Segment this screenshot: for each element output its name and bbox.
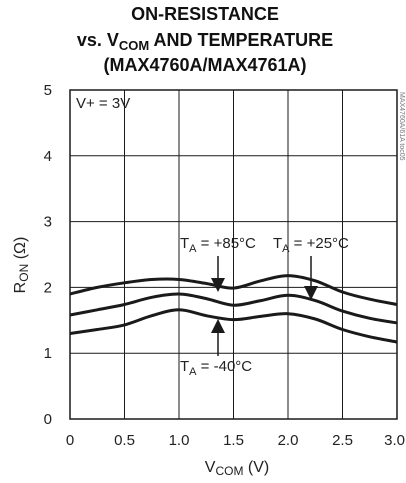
- x-axis-label-main: V: [205, 459, 216, 476]
- arrow-25c-head: [304, 286, 318, 300]
- x-tick-label: 0: [66, 432, 74, 449]
- y-tick-label: 5: [44, 82, 52, 99]
- y-axis-label-unit: (Ω): [12, 237, 29, 264]
- chart-title: ON-RESISTANCE vs. VCOM AND TEMPERATURE (…: [77, 4, 333, 75]
- series-annotations: TA = +85°C TA = +25°C TA = -40°C: [180, 235, 349, 378]
- annotation-85c: TA = +85°C: [180, 235, 256, 255]
- x-tick-label: 2.0: [278, 432, 299, 449]
- title-line-2: vs. VCOM AND TEMPERATURE: [77, 30, 333, 53]
- series-line-minus40c: [69, 308, 398, 344]
- x-tick-labels: 0 0.5 1.0 1.5 2.0 2.5 3.0: [66, 432, 405, 449]
- x-tick-label: 0.5: [114, 432, 135, 449]
- x-axis-label: VCOM (V): [205, 459, 269, 478]
- y-axis-label-main: R: [12, 282, 29, 294]
- arrow-85c-head: [211, 278, 225, 292]
- plot-frame: [69, 89, 398, 420]
- arrow-minus40c-head: [211, 319, 225, 333]
- annotation-85c-sub: A: [189, 243, 197, 255]
- y-tick-label: 2: [44, 279, 52, 296]
- annotation-25c: TA = +25°C: [273, 235, 349, 255]
- annotation-minus40c: TA = -40°C: [180, 358, 252, 378]
- y-tick-label: 4: [44, 148, 52, 165]
- title-line-1: ON-RESISTANCE: [131, 4, 279, 24]
- x-tick-label: 1.0: [169, 432, 190, 449]
- y-axis-label-sub: ON: [17, 264, 31, 282]
- title-com-subscript: COM: [119, 38, 149, 53]
- annotation-25c-rest: = +25°C: [290, 235, 350, 252]
- series-lines: [69, 274, 398, 344]
- y-tick-label: 1: [44, 345, 52, 362]
- x-tick-label: 2.5: [332, 432, 353, 449]
- figure-code-watermark: MAX4760A/61A toc05: [398, 92, 405, 161]
- x-axis-label-sub: COM: [215, 464, 243, 478]
- x-tick-label: 1.5: [223, 432, 244, 449]
- series-line-85c: [69, 274, 398, 306]
- annotation-minus40c-rest: = -40°C: [197, 358, 253, 375]
- x-axis-label-unit: (V): [243, 459, 269, 476]
- series-line-25c: [69, 292, 398, 325]
- condition-label: V+ = 3V: [76, 95, 130, 112]
- title-rest: AND TEMPERATURE: [149, 30, 333, 50]
- annotation-minus40c-sub: A: [189, 366, 197, 378]
- x-tick-label: 3.0: [384, 432, 405, 449]
- annotation-25c-sub: A: [282, 243, 290, 255]
- annotation-85c-main: T: [180, 235, 189, 252]
- y-tick-labels: 0 1 2 3 4 5: [44, 82, 52, 428]
- y-axis-label: RON (Ω): [12, 237, 31, 294]
- title-v: vs. V: [77, 30, 119, 50]
- annotation-85c-rest: = +85°C: [197, 235, 257, 252]
- annotation-25c-main: T: [273, 235, 282, 252]
- annotation-minus40c-main: T: [180, 358, 189, 375]
- plot-grid: [70, 90, 397, 419]
- y-tick-label: 3: [44, 214, 52, 231]
- y-tick-label: 0: [44, 411, 52, 428]
- title-line-3: (MAX4760A/MAX4761A): [103, 55, 306, 75]
